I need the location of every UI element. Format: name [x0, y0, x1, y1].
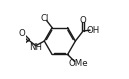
Text: Cl: Cl [41, 14, 49, 23]
Text: OH: OH [86, 26, 100, 35]
Text: NH: NH [29, 43, 42, 52]
Text: O: O [18, 29, 25, 38]
Text: O: O [80, 16, 87, 25]
Text: OMe: OMe [68, 59, 88, 68]
